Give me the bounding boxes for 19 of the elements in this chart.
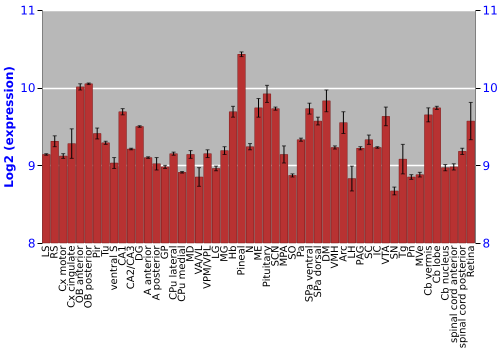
x-tick-label: spinal cord posterior (457, 244, 468, 348)
y2-tick-label: 8 (482, 236, 490, 250)
y2-tick-label: 11 (482, 4, 498, 18)
x-tick-label: Tg (398, 246, 409, 259)
y2-tick-label: 9 (482, 158, 490, 173)
y2-tick-label: 10 (482, 81, 498, 96)
y-tick-label: 10 (20, 81, 36, 96)
y-tick-label: 8 (28, 236, 36, 250)
x-tick-label: Pa (296, 246, 307, 258)
x-tick-label: MVe (414, 246, 426, 266)
x-tick-label: ME (254, 246, 264, 260)
x-tick-label: Cb lobe (432, 246, 443, 284)
y-axis-title: Log2 (expression) (2, 66, 16, 188)
x-tick-label: Retina (466, 246, 477, 278)
x-tick-label: Pituitary (262, 245, 273, 288)
x-tick-label: A posterior (152, 244, 163, 300)
y-tick-label: 11 (20, 4, 36, 18)
y-tick-label: 9 (28, 158, 36, 173)
x-tick-label: OB posterior (84, 244, 95, 308)
